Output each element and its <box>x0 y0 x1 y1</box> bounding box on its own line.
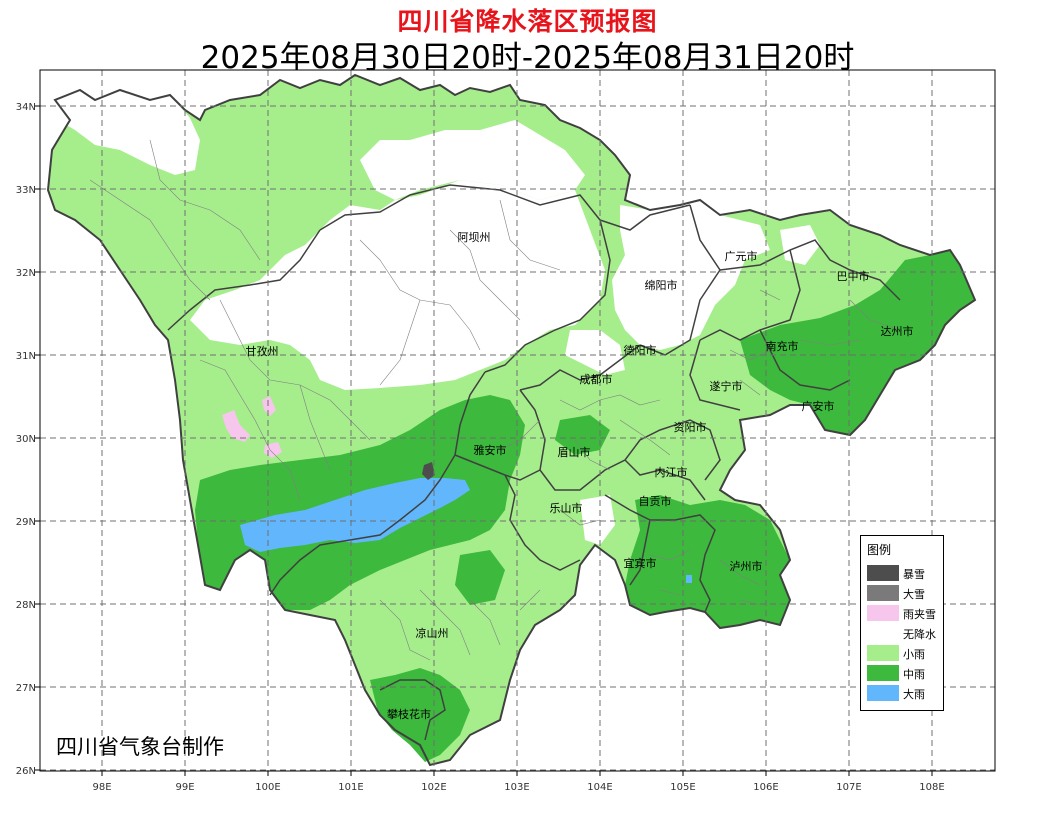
city-label: 遂宁市 <box>710 379 743 393</box>
city-label: 泸州市 <box>730 559 763 573</box>
legend-item: 暴雪 <box>867 565 943 583</box>
no-precip-zone <box>565 330 625 375</box>
city-label: 成都市 <box>580 372 613 386</box>
city-label: 巴中市 <box>837 269 870 283</box>
legend-label: 暴雪 <box>903 568 925 581</box>
city-label: 德阳市 <box>624 343 657 357</box>
legend-label: 小雨 <box>903 648 925 661</box>
lon-tick-label: 104E <box>587 782 612 793</box>
heavy-rain-zone <box>240 478 470 552</box>
county-borders <box>89 139 901 661</box>
prefecture-border <box>269 371 486 596</box>
axis-labels: 98E 99E 100E 101E 102E 103E 104E 105E 106E 107E 10… <box>16 102 945 793</box>
lon-tick-label: 108E <box>919 782 944 793</box>
legend-title: 图例 <box>867 543 892 557</box>
no-precip-zone <box>780 225 820 265</box>
city-label: 广元市 <box>725 249 758 263</box>
map-title: 四川省降水落区预报图 <box>397 7 658 36</box>
heavy-rain-zone <box>686 575 692 583</box>
precipitation-fills <box>48 75 975 765</box>
legend-item: 大雪 <box>867 585 943 603</box>
city-label: 内江市 <box>655 465 688 479</box>
no-precip-zone <box>55 90 200 175</box>
lon-tick-label: 100E <box>255 782 280 793</box>
no-precip-zone <box>360 120 585 200</box>
legend-label: 大雪 <box>903 588 925 601</box>
lat-tick-label: 26N <box>16 766 36 777</box>
legend-swatch <box>867 565 899 581</box>
lat-tick-label: 30N <box>16 434 36 445</box>
lon-tick-label: 99E <box>175 782 194 793</box>
city-label: 资阳市 <box>674 420 707 434</box>
heavy-snow-zone <box>422 462 435 480</box>
legend-swatch <box>867 665 899 681</box>
legend-item: 无降水 <box>867 625 943 643</box>
lon-tick-label: 103E <box>504 782 529 793</box>
city-label: 达州市 <box>881 324 914 338</box>
lon-tick-label: 98E <box>92 782 111 793</box>
legend-swatch <box>867 585 899 601</box>
legend-item: 中雨 <box>867 665 943 683</box>
no-precip-zone <box>580 495 615 545</box>
city-label: 宜宾市 <box>624 556 657 570</box>
lat-tick-label: 29N <box>16 517 36 528</box>
no-precip-zone <box>612 200 770 350</box>
moderate-rain-zone <box>740 250 975 435</box>
lat-tick-label: 33N <box>16 185 36 196</box>
legend-label: 中雨 <box>903 668 925 681</box>
moderate-rain-zone <box>625 495 790 628</box>
legend-label: 雨夹雪 <box>903 608 936 621</box>
legend-swatch <box>867 605 899 621</box>
lon-tick-label: 106E <box>753 782 778 793</box>
prefecture-border <box>167 229 321 331</box>
legend-swatch <box>867 685 899 701</box>
moderate-rain-zone <box>370 668 470 762</box>
no-precip-zone <box>190 180 605 390</box>
legend-item: 雨夹雪 <box>867 605 943 623</box>
lat-tick-label: 28N <box>16 600 36 611</box>
legend-swatch <box>867 645 899 661</box>
legend-swatch <box>867 625 899 641</box>
prefecture-border <box>519 329 851 411</box>
prefecture-border <box>519 389 721 501</box>
city-label: 自贡市 <box>639 494 672 508</box>
prefecture-border <box>454 454 581 571</box>
credit-text: 四川省气象台制作 <box>56 735 224 759</box>
lon-tick-label: 107E <box>836 782 861 793</box>
prefecture-border <box>604 494 716 613</box>
prefecture-border <box>319 184 611 373</box>
lat-tick-label: 27N <box>16 683 36 694</box>
city-label: 南充市 <box>766 339 799 353</box>
city-label: 凉山州 <box>416 626 449 640</box>
lat-tick-label: 34N <box>16 102 36 113</box>
moderate-rain-zone <box>455 550 505 605</box>
city-label: 乐山市 <box>550 501 583 515</box>
province-borders <box>46 73 977 767</box>
city-label: 眉山市 <box>558 445 591 459</box>
prefecture-border <box>379 679 446 741</box>
legend-label: 无降水 <box>903 628 936 641</box>
city-label: 甘孜州 <box>246 344 279 358</box>
lon-tick-label: 101E <box>338 782 363 793</box>
city-label: 广安市 <box>802 399 835 413</box>
legend-item: 大雨 <box>867 685 943 703</box>
legend-item: 小雨 <box>867 645 943 663</box>
legend-label: 大雨 <box>903 688 925 701</box>
province-outline <box>46 73 977 767</box>
moderate-rain-zone <box>555 415 610 455</box>
city-label: 阿坝州 <box>458 230 491 244</box>
sleet-zone <box>222 410 250 442</box>
lon-tick-label: 105E <box>670 782 695 793</box>
city-label: 攀枝花市 <box>387 707 431 721</box>
city-label: 雅安市 <box>474 443 507 457</box>
city-label: 绵阳市 <box>645 278 678 292</box>
sleet-zone <box>262 396 276 416</box>
lat-tick-label: 32N <box>16 268 36 279</box>
legend: 图例 暴雪大雪雨夹雪无降水小雨中雨大雨 <box>860 535 944 711</box>
lat-tick-label: 31N <box>16 351 36 362</box>
map-frame <box>39 69 996 772</box>
lon-tick-label: 102E <box>421 782 446 793</box>
